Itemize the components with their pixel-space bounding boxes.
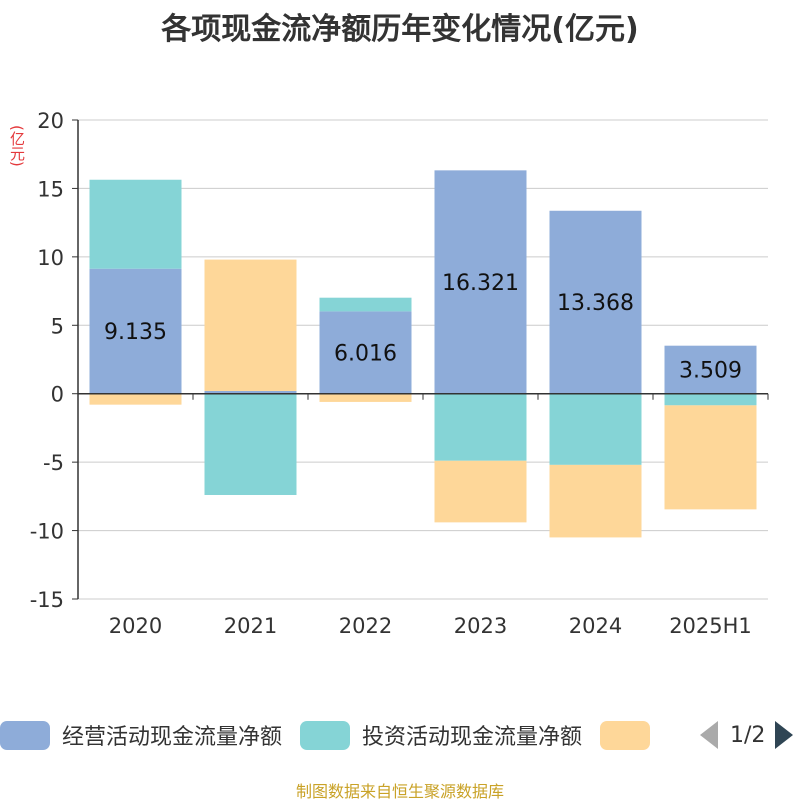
bar-series0-2023 xyxy=(434,170,527,394)
y-tick-label: -5 xyxy=(43,451,64,475)
chart-plot: 20 15 10 5 0 -5 -10 -15 9.135 6.016 16.321 13.368 3.… xyxy=(30,109,769,638)
bar-series0-2025H1 xyxy=(664,345,757,394)
y-tick-label: 0 xyxy=(51,383,64,407)
pager-page-indicator: 1/2 xyxy=(730,722,766,748)
x-tick-label: 2022 xyxy=(339,614,392,638)
chart-title: 各项现金流净额历年变化情况(亿元) xyxy=(161,12,639,47)
legend-swatch-operating xyxy=(0,720,50,750)
x-tick-label: 2021 xyxy=(224,614,277,638)
bar-series1-2024 xyxy=(549,393,642,465)
bar-series1-2020 xyxy=(89,179,182,269)
bar-series0-2020 xyxy=(89,268,182,394)
source-note: 制图数据来自恒生聚源数据库 xyxy=(295,782,504,801)
bar-series0-2022 xyxy=(319,311,412,394)
legend-item-financing[interactable] xyxy=(600,720,662,750)
bar-series2-2021 xyxy=(204,259,297,391)
legend-swatch-financing xyxy=(600,720,651,750)
bar-series2-2022 xyxy=(319,393,412,402)
bar-series2-2025H1 xyxy=(664,405,757,510)
data-label: 16.321 xyxy=(442,271,519,296)
bar-series0-2021 xyxy=(204,390,297,394)
bar-series2-2020 xyxy=(89,393,182,405)
y-tick-label: 20 xyxy=(37,109,64,133)
legend-label-investing: 投资活动现金流量净额 xyxy=(362,725,583,750)
data-label: 9.135 xyxy=(104,320,167,345)
pager-next-arrow-icon[interactable] xyxy=(775,721,794,749)
legend: 经营活动现金流量净额 投资活动现金流量净额 xyxy=(0,717,680,753)
bar-series1-2022 xyxy=(319,297,412,312)
bar-series0-2024 xyxy=(549,210,642,394)
data-label: 6.016 xyxy=(334,342,397,367)
x-tick-label: 2024 xyxy=(569,614,622,638)
legend-item-investing[interactable]: 投资活动现金流量净额 xyxy=(300,719,582,751)
data-label: 13.368 xyxy=(557,291,634,316)
y-tick-label: 5 xyxy=(51,314,64,338)
y-tick-label: -10 xyxy=(30,520,64,544)
bar-series2-2023 xyxy=(434,460,527,523)
y-axis-unit-label: (亿元) xyxy=(8,125,26,167)
y-tick-label: 15 xyxy=(37,177,64,201)
pager-prev-arrow-icon[interactable] xyxy=(700,721,718,749)
data-label: 3.509 xyxy=(679,359,742,384)
legend-swatch-investing xyxy=(300,720,351,750)
bar-series2-2024 xyxy=(549,464,642,538)
bar-series1-2023 xyxy=(434,393,527,461)
y-tick-label: 10 xyxy=(37,246,64,270)
x-tick-label: 2023 xyxy=(454,614,507,638)
x-tick-label: 2025H1 xyxy=(669,614,752,638)
legend-item-operating[interactable]: 经营活动现金流量净额 xyxy=(0,719,282,751)
legend-pager: 1/2 xyxy=(700,717,794,753)
bar-series1-2025H1 xyxy=(664,393,757,406)
x-tick-label: 2020 xyxy=(109,614,162,638)
legend-label-operating: 经营活动现金流量净额 xyxy=(62,725,283,750)
y-tick-label: -15 xyxy=(30,588,64,612)
bar-series1-2021 xyxy=(204,393,297,495)
